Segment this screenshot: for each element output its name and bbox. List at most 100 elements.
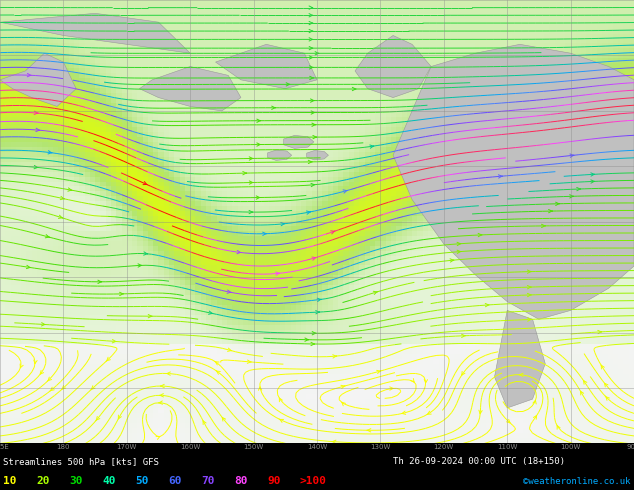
FancyArrowPatch shape — [373, 291, 377, 294]
FancyArrowPatch shape — [281, 222, 285, 226]
FancyArrowPatch shape — [548, 209, 552, 213]
FancyArrowPatch shape — [309, 14, 313, 17]
FancyArrowPatch shape — [519, 373, 523, 376]
FancyArrowPatch shape — [58, 215, 63, 219]
FancyArrowPatch shape — [34, 166, 38, 169]
FancyArrowPatch shape — [259, 387, 262, 390]
FancyArrowPatch shape — [331, 231, 335, 234]
FancyArrowPatch shape — [144, 252, 148, 255]
Text: 150W: 150W — [243, 444, 264, 450]
Text: 40: 40 — [102, 476, 115, 486]
FancyArrowPatch shape — [605, 396, 609, 400]
FancyArrowPatch shape — [61, 386, 66, 390]
FancyArrowPatch shape — [541, 224, 545, 227]
Text: Streamlines 500 hPa [kts] GFS: Streamlines 500 hPa [kts] GFS — [3, 458, 159, 466]
FancyArrowPatch shape — [311, 343, 314, 345]
FancyArrowPatch shape — [112, 340, 116, 343]
FancyArrowPatch shape — [143, 182, 147, 185]
Text: >100: >100 — [300, 476, 327, 486]
Text: 170W: 170W — [117, 444, 137, 450]
FancyArrowPatch shape — [605, 383, 608, 387]
FancyArrowPatch shape — [209, 311, 212, 314]
FancyArrowPatch shape — [249, 210, 253, 214]
Text: 10: 10 — [3, 476, 16, 486]
FancyArrowPatch shape — [158, 401, 162, 404]
FancyArrowPatch shape — [45, 235, 49, 238]
FancyArrowPatch shape — [309, 76, 313, 79]
FancyArrowPatch shape — [343, 190, 347, 193]
FancyArrowPatch shape — [34, 111, 38, 115]
FancyArrowPatch shape — [36, 128, 40, 131]
FancyArrowPatch shape — [591, 173, 595, 176]
Text: 180: 180 — [56, 444, 70, 450]
FancyArrowPatch shape — [256, 196, 260, 199]
FancyArrowPatch shape — [309, 22, 313, 24]
FancyArrowPatch shape — [306, 211, 311, 214]
FancyArrowPatch shape — [377, 370, 381, 373]
FancyArrowPatch shape — [533, 416, 536, 419]
FancyArrowPatch shape — [555, 202, 559, 205]
FancyArrowPatch shape — [309, 38, 313, 41]
FancyArrowPatch shape — [390, 387, 393, 390]
Text: 175E: 175E — [0, 444, 9, 450]
FancyArrowPatch shape — [40, 370, 44, 374]
FancyArrowPatch shape — [507, 419, 510, 423]
FancyArrowPatch shape — [527, 294, 531, 296]
FancyArrowPatch shape — [160, 393, 164, 397]
FancyArrowPatch shape — [462, 334, 465, 338]
FancyArrowPatch shape — [317, 298, 321, 301]
FancyArrowPatch shape — [424, 379, 427, 383]
FancyArrowPatch shape — [598, 330, 602, 334]
Text: 60: 60 — [168, 476, 181, 486]
Text: 90W: 90W — [626, 444, 634, 450]
FancyArrowPatch shape — [237, 250, 241, 254]
FancyArrowPatch shape — [309, 56, 313, 59]
FancyArrowPatch shape — [311, 183, 315, 187]
FancyArrowPatch shape — [216, 370, 220, 374]
FancyArrowPatch shape — [527, 270, 531, 273]
FancyArrowPatch shape — [257, 143, 261, 146]
FancyArrowPatch shape — [68, 188, 72, 191]
FancyArrowPatch shape — [527, 318, 531, 321]
FancyArrowPatch shape — [138, 264, 142, 267]
FancyArrowPatch shape — [342, 402, 346, 406]
FancyArrowPatch shape — [50, 387, 55, 391]
FancyArrowPatch shape — [119, 415, 121, 419]
FancyArrowPatch shape — [411, 379, 414, 382]
FancyArrowPatch shape — [34, 360, 37, 364]
FancyArrowPatch shape — [228, 348, 231, 351]
Text: Th 26-09-2024 00:00 UTC (18+150): Th 26-09-2024 00:00 UTC (18+150) — [393, 458, 565, 466]
Text: 30: 30 — [69, 476, 82, 486]
FancyArrowPatch shape — [457, 242, 461, 245]
FancyArrowPatch shape — [333, 355, 337, 358]
FancyArrowPatch shape — [27, 265, 30, 269]
FancyArrowPatch shape — [262, 232, 266, 236]
FancyArrowPatch shape — [249, 157, 253, 160]
FancyArrowPatch shape — [601, 365, 604, 369]
Text: 50: 50 — [135, 476, 148, 486]
Text: 160W: 160W — [180, 444, 200, 450]
FancyArrowPatch shape — [316, 311, 320, 314]
FancyArrowPatch shape — [148, 315, 152, 318]
FancyArrowPatch shape — [214, 361, 219, 365]
FancyArrowPatch shape — [243, 172, 247, 175]
FancyArrowPatch shape — [332, 440, 336, 443]
FancyArrowPatch shape — [312, 257, 316, 260]
FancyArrowPatch shape — [311, 99, 314, 102]
FancyArrowPatch shape — [312, 123, 316, 126]
FancyArrowPatch shape — [570, 195, 574, 198]
Text: 130W: 130W — [370, 444, 391, 450]
FancyArrowPatch shape — [591, 180, 595, 183]
FancyArrowPatch shape — [367, 429, 371, 432]
FancyArrowPatch shape — [96, 416, 100, 421]
Text: ©weatheronline.co.uk: ©weatheronline.co.uk — [523, 477, 631, 486]
FancyArrowPatch shape — [309, 66, 313, 69]
FancyArrowPatch shape — [98, 280, 101, 284]
Text: 70: 70 — [201, 476, 214, 486]
FancyArrowPatch shape — [370, 145, 374, 148]
FancyArrowPatch shape — [279, 419, 283, 422]
FancyArrowPatch shape — [48, 150, 52, 154]
FancyArrowPatch shape — [276, 272, 280, 275]
Text: 100W: 100W — [560, 444, 581, 450]
FancyArrowPatch shape — [60, 196, 65, 199]
